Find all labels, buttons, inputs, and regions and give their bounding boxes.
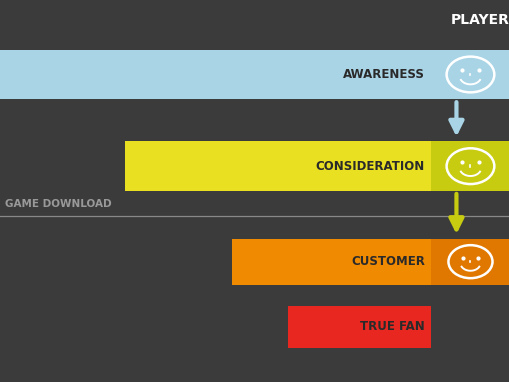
Text: GAME DOWNLOAD: GAME DOWNLOAD — [5, 199, 111, 209]
Bar — [430, 239, 509, 285]
Text: CONSIDERATION: CONSIDERATION — [315, 160, 424, 173]
Text: PLAYER: PLAYER — [450, 13, 509, 28]
Bar — [430, 141, 509, 191]
Bar — [125, 141, 430, 191]
Bar — [288, 306, 430, 348]
Bar — [232, 239, 430, 285]
Text: CUSTOMER: CUSTOMER — [350, 255, 424, 268]
Bar — [0, 50, 430, 99]
Bar — [430, 50, 509, 99]
Text: TRUE FAN: TRUE FAN — [359, 320, 424, 333]
Text: AWARENESS: AWARENESS — [342, 68, 424, 81]
